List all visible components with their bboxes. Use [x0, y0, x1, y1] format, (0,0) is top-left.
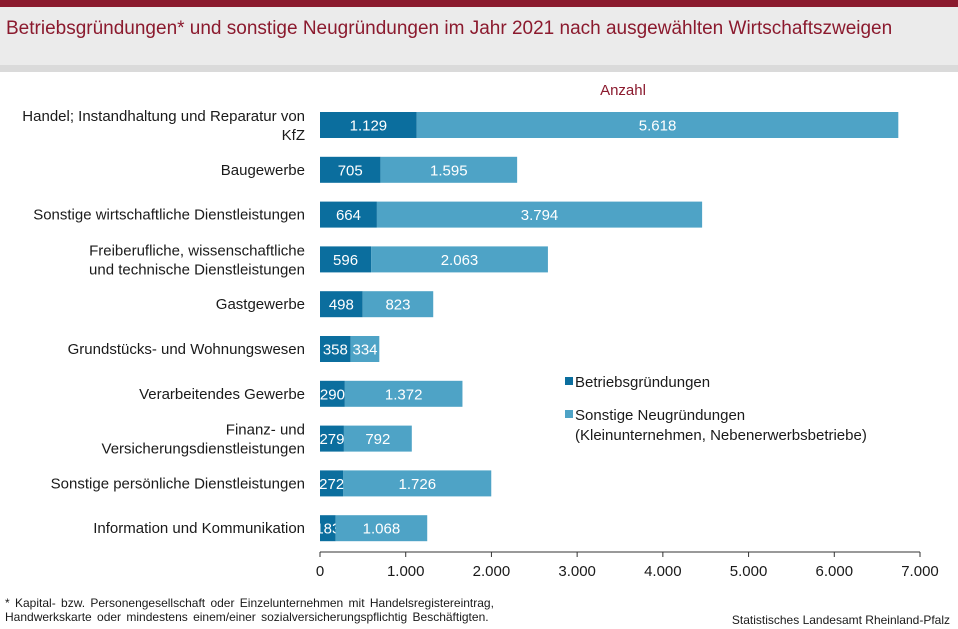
legend-label-sonstige-line2: (Kleinunternehmen, Nebenerwerbsbetriebe) [575, 427, 867, 444]
source-note: Statistisches Landesamt Rheinland-Pfalz [731, 613, 950, 627]
bar-value-label: 5.618 [639, 118, 677, 135]
category-label: Sonstige wirtschaftliche Dienstleistunge… [33, 207, 305, 224]
bar-betriebsgruendungen-7 [320, 425, 344, 452]
bar-betriebsgruendungen-4 [320, 291, 363, 318]
category-label: Versicherungsdienstleistungen [102, 441, 305, 458]
bar-value-label: 596 [333, 252, 358, 269]
bars-group: 1.129 5.618 705 1.595 664 3.794 596 2.063 498 823… [315, 112, 899, 542]
title-band [0, 7, 958, 65]
bar-value-label: 664 [336, 207, 361, 224]
x-tick-label: 0 [316, 563, 324, 580]
bar-value-label: 792 [365, 431, 390, 448]
legend-label-sonstige: Sonstige Neugründungen [575, 407, 745, 424]
footnote-line-1: * Kapital- bzw. Personengesellschaft ode… [5, 596, 494, 610]
category-label: Handel; Instandhaltung und Reparatur von [22, 108, 305, 125]
bar-value-label: 705 [338, 162, 363, 179]
bar-betriebsgruendungen-1 [320, 156, 381, 183]
category-label: Finanz- und [226, 422, 305, 439]
x-tick-label: 1.000 [387, 563, 425, 580]
bar-sonstige-5 [350, 336, 380, 362]
bar-sonstige-1 [380, 156, 518, 183]
x-tick-label: 7.000 [901, 563, 939, 580]
bar-value-label: 1.068 [363, 521, 401, 538]
bar-betriebsgruendungen-6 [320, 380, 345, 407]
bar-value-label: 290 [320, 386, 345, 403]
bar-value-label: 1.129 [350, 118, 388, 135]
category-label: Freiberufliche, wissenschaftliche [89, 242, 305, 259]
bar-value-label: 3.794 [521, 207, 559, 224]
x-tick-label: 4.000 [644, 563, 682, 580]
chart-title: Betriebsgründungen* und sonstige Neugrün… [6, 18, 893, 39]
header-divider [0, 65, 958, 72]
bar-betriebsgruendungen-5 [320, 336, 351, 362]
category-label: Baugewerbe [221, 162, 305, 179]
x-tick-label: 2.000 [473, 563, 511, 580]
bar-sonstige-4 [362, 291, 434, 318]
category-labels: Handel; Instandhaltung und Reparatur von… [22, 108, 305, 537]
top-accent-bar [0, 0, 958, 7]
bar-sonstige-0 [416, 112, 899, 138]
x-tick-label: 6.000 [816, 563, 854, 580]
legend: Betriebsgründungen Sonstige Neugründunge… [565, 374, 867, 444]
category-label: Grundstücks- und Wohnungswesen [68, 341, 305, 358]
bar-value-label: 272 [319, 476, 344, 493]
bar-value-label: 358 [323, 342, 348, 359]
bar-betriebsgruendungen-2 [320, 201, 377, 228]
category-label: Gastgewerbe [216, 296, 305, 313]
x-tick-label: 3.000 [558, 563, 596, 580]
bar-value-label: 334 [352, 342, 377, 359]
bar-sonstige-8 [343, 470, 492, 497]
bar-betriebsgruendungen-9 [320, 515, 336, 542]
legend-swatch-betriebsgruendungen [565, 377, 573, 385]
x-tick-label: 5.000 [730, 563, 768, 580]
bar-value-label: 823 [385, 297, 410, 314]
category-label: Sonstige persönliche Dienstleistungen [51, 475, 305, 492]
bar-sonstige-2 [376, 201, 703, 228]
bar-value-label: 183 [315, 521, 340, 538]
bar-betriebsgruendungen-3 [320, 246, 372, 273]
category-label: KfZ [282, 127, 305, 144]
bar-betriebsgruendungen-8 [320, 470, 344, 497]
category-label: Information und Kommunikation [93, 520, 305, 537]
bar-sonstige-6 [344, 380, 463, 407]
bar-value-label: 1.595 [430, 162, 468, 179]
category-label: und technische Dienstleistungen [89, 261, 305, 278]
bar-value-label: 2.063 [441, 252, 479, 269]
legend-label-betriebsgruendungen: Betriebsgründungen [575, 374, 710, 391]
x-axis: 0 1.000 2.000 3.000 4.000 5.000 6.000 7.000 [316, 551, 939, 580]
x-axis-label: Anzahl [600, 82, 646, 99]
bar-sonstige-9 [335, 515, 428, 542]
bar-betriebsgruendungen-0 [320, 112, 417, 138]
bar-sonstige-3 [371, 246, 548, 273]
bar-sonstige-7 [343, 425, 412, 452]
bar-value-label: 498 [329, 297, 354, 314]
legend-swatch-sonstige [565, 410, 573, 418]
bar-value-label: 1.372 [385, 386, 423, 403]
footnote: * Kapital- bzw. Personengesellschaft ode… [5, 596, 565, 624]
footnote-line-2: Handwerkskarte oder mindestens einem/ein… [5, 610, 489, 624]
bar-value-label: 1.726 [399, 476, 437, 493]
bar-value-label: 279 [319, 431, 344, 448]
category-label: Verarbeitendes Gewerbe [139, 386, 305, 403]
